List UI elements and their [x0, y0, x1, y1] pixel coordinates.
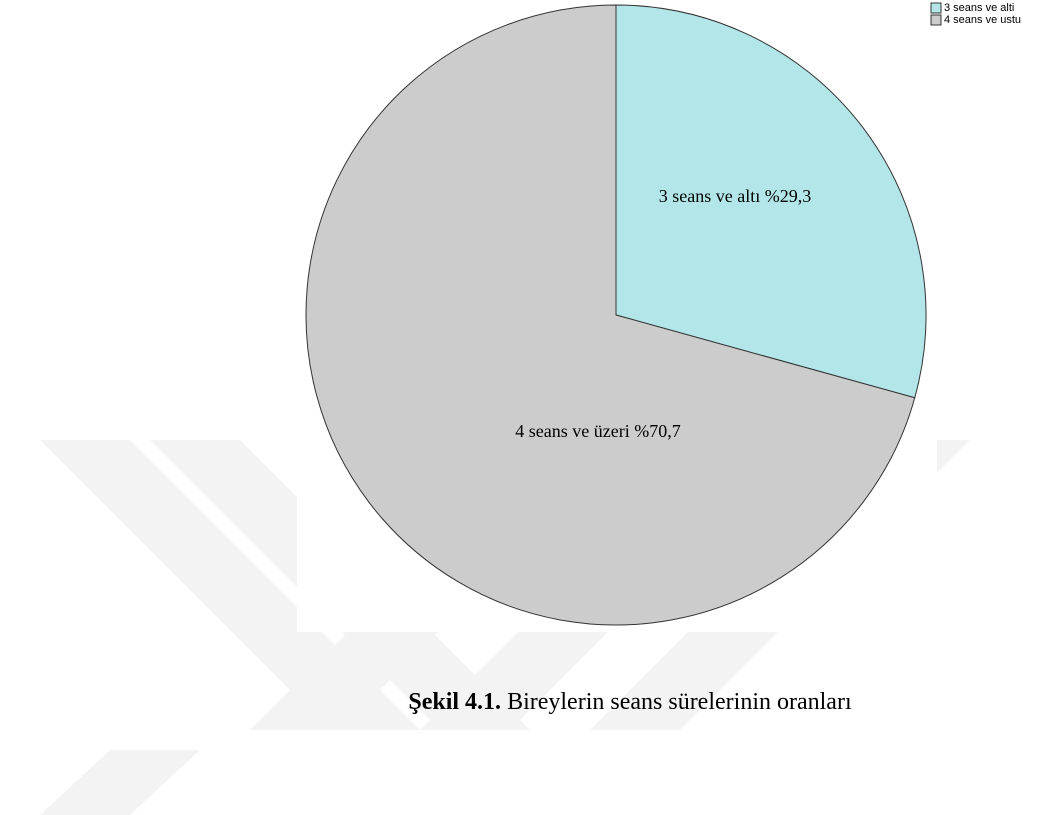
slice-label: 4 seans ve üzeri %70,7	[515, 421, 680, 441]
pie-slice	[615, 4, 927, 399]
caption-label: Şekil 4.1.	[408, 689, 501, 715]
legend-swatch	[930, 2, 942, 14]
pie-slice	[305, 4, 916, 626]
caption: Şekil 4.1. Bireylerin seans sürelerinin o…	[408, 689, 852, 715]
legend-label: 4 seans ve ustu	[944, 14, 1021, 26]
legend-label: 3 seans ve alti	[944, 2, 1014, 14]
legend-swatch	[930, 14, 942, 26]
caption-text: Bireylerin seans sürelerinin oranları	[507, 689, 852, 715]
slice-label: 3 seans ve altı %29,3	[659, 186, 811, 206]
